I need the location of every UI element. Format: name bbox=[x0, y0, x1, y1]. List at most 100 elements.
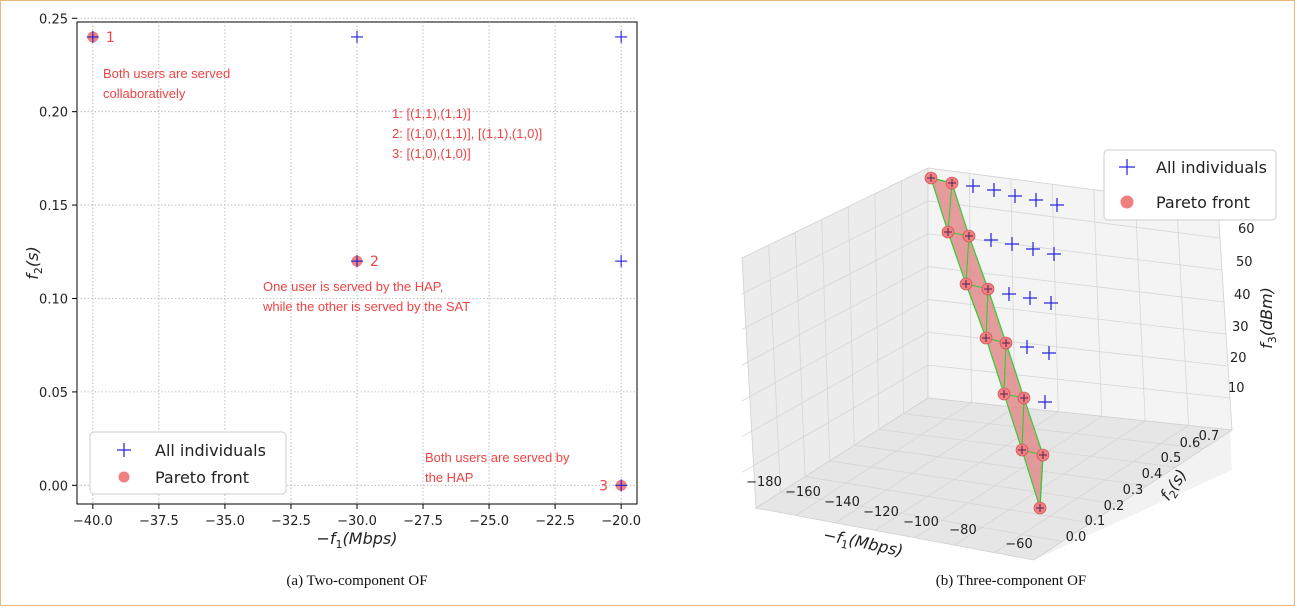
y-tick-label: 0.1 bbox=[1085, 514, 1106, 529]
y-tick-label: 0.00 bbox=[39, 479, 68, 494]
point-label-1: 1 bbox=[106, 30, 115, 46]
annotation-legend-1: 1: [(1,1),(1,1)] bbox=[392, 106, 471, 121]
z-tick-label: 20 bbox=[1230, 351, 1247, 366]
left-gridlines bbox=[72, 17, 637, 509]
x-tick-label: −30.0 bbox=[337, 514, 377, 529]
y-tick-label: 0.3 bbox=[1123, 483, 1144, 498]
x-tick-label: −40.0 bbox=[73, 514, 113, 529]
right-z-axis-label: f3(dBm) bbox=[1257, 287, 1279, 349]
y-tick-label: 0.10 bbox=[39, 292, 68, 307]
surface-edge bbox=[965, 235, 970, 285]
individual-point bbox=[965, 232, 973, 240]
wall-gridline bbox=[927, 331, 1229, 367]
annotation-legend-3: 3: [(1,0),(1,0)] bbox=[392, 146, 471, 161]
right-caption: (b) Three-component OF bbox=[936, 573, 1087, 589]
individual-point bbox=[1044, 296, 1058, 310]
individual-point bbox=[1020, 340, 1034, 354]
individual-point bbox=[987, 183, 1001, 197]
legend-all-individuals: All individuals bbox=[1156, 158, 1267, 177]
y-tick-label: 0.6 bbox=[1180, 436, 1201, 451]
wall-gridline bbox=[741, 266, 929, 366]
right-legend-box bbox=[1103, 149, 1277, 221]
x-tick-label: −20.0 bbox=[601, 514, 641, 529]
y-tick-label: 0.7 bbox=[1199, 429, 1220, 444]
floor-gridline bbox=[835, 406, 1016, 524]
point-label-3: 3 bbox=[599, 478, 608, 494]
annotation-hap-1: Both users are served by bbox=[425, 450, 570, 465]
floor-gridline bbox=[903, 413, 1204, 449]
legend-plus-marker bbox=[117, 443, 131, 457]
right-legend: All individuals Pareto front bbox=[1103, 149, 1277, 221]
z-tick-label: 50 bbox=[1236, 255, 1253, 270]
individual-point bbox=[615, 255, 628, 268]
individual-point bbox=[1036, 504, 1044, 512]
left-legend: All individuals Pareto front bbox=[89, 431, 287, 495]
legend-pareto-front: Pareto front bbox=[155, 468, 249, 487]
y-tick-label: 0.15 bbox=[39, 199, 68, 214]
floor-gridline bbox=[914, 415, 1102, 539]
annotation-both-served-1: Both users are served bbox=[103, 66, 230, 81]
individual-point bbox=[944, 228, 952, 236]
z-tick-label: 10 bbox=[1228, 381, 1245, 396]
legend-pareto-front: Pareto front bbox=[1156, 193, 1250, 212]
wall-gridline bbox=[1134, 195, 1146, 421]
legend-circle-marker bbox=[118, 471, 130, 483]
x-tick-label: −37.5 bbox=[139, 514, 179, 529]
surface-edge bbox=[1021, 397, 1025, 451]
legend-circle-marker bbox=[1120, 195, 1134, 209]
legend-all-individuals: All individuals bbox=[155, 441, 266, 460]
individual-point bbox=[1050, 198, 1064, 212]
wall-gridline bbox=[821, 219, 831, 461]
wall-gridline bbox=[874, 193, 880, 430]
left-caption: (a) Two-component OF bbox=[286, 573, 427, 589]
wall-gridline bbox=[847, 206, 855, 446]
x-tick-label: −160 bbox=[785, 485, 821, 500]
annotation-both-served-2: collaboratively bbox=[103, 86, 186, 101]
floor-gridline bbox=[829, 460, 1119, 505]
y-tick-label: 0.4 bbox=[1142, 467, 1163, 482]
surface-edge bbox=[1003, 342, 1007, 395]
individual-point bbox=[1005, 237, 1019, 251]
legend-plus-marker bbox=[1119, 159, 1135, 175]
surface-edge bbox=[947, 182, 953, 233]
wall-gridline bbox=[741, 233, 929, 330]
right-z-tick-labels: 10 20 30 40 50 60 bbox=[1228, 222, 1255, 396]
left-tick-labels: −40.0 −37.5 −35.0 −32.5 −30.0 −27.5 −25.0 −22.5… bbox=[39, 12, 641, 529]
right-y-tick-labels: 0.00.10.20.30.40.50.60.7 bbox=[1066, 429, 1220, 545]
y-tick-label: 0.5 bbox=[1161, 451, 1182, 466]
right-gridlines bbox=[741, 173, 1231, 553]
right-chart: −180−160−140−120−100−80−60 0.00.10.20.30… bbox=[741, 149, 1279, 589]
right-data-marks bbox=[924, 171, 1064, 515]
wall-gridline bbox=[1093, 189, 1103, 417]
left-data-marks bbox=[86, 30, 628, 492]
individual-point bbox=[351, 30, 363, 43]
y-tick-label: 0.0 bbox=[1066, 530, 1087, 545]
individual-point bbox=[1008, 189, 1022, 203]
left-y-axis-label: f2(s) bbox=[23, 246, 45, 279]
x-tick-label: −60 bbox=[1005, 537, 1032, 552]
x-tick-label: −80 bbox=[949, 523, 976, 538]
individual-point bbox=[1029, 193, 1043, 207]
floor-gridline bbox=[954, 420, 1146, 546]
wall-gridline bbox=[927, 200, 1221, 239]
individual-point bbox=[1023, 291, 1037, 305]
floor-gridline bbox=[994, 425, 1189, 553]
individual-point bbox=[1002, 287, 1016, 301]
annotation-hap-sat-1: One user is served by the HAP, bbox=[263, 279, 443, 294]
wall-gridline bbox=[1051, 184, 1059, 412]
y-tick-label: 0.20 bbox=[39, 106, 68, 121]
wall-gridline bbox=[901, 180, 904, 414]
individual-point bbox=[1042, 346, 1056, 360]
y-tick-label: 0.05 bbox=[39, 386, 68, 401]
individual-point bbox=[1038, 395, 1052, 409]
floor-gridline bbox=[854, 444, 1148, 487]
individual-point bbox=[948, 179, 956, 187]
individual-point bbox=[615, 479, 628, 492]
floor-gridline bbox=[795, 402, 972, 516]
individual-point bbox=[1039, 451, 1047, 459]
z-tick-label: 40 bbox=[1234, 288, 1251, 303]
floor-gridline bbox=[805, 476, 1091, 524]
wall-gridline bbox=[1176, 200, 1189, 426]
wall-gridline bbox=[794, 232, 806, 477]
